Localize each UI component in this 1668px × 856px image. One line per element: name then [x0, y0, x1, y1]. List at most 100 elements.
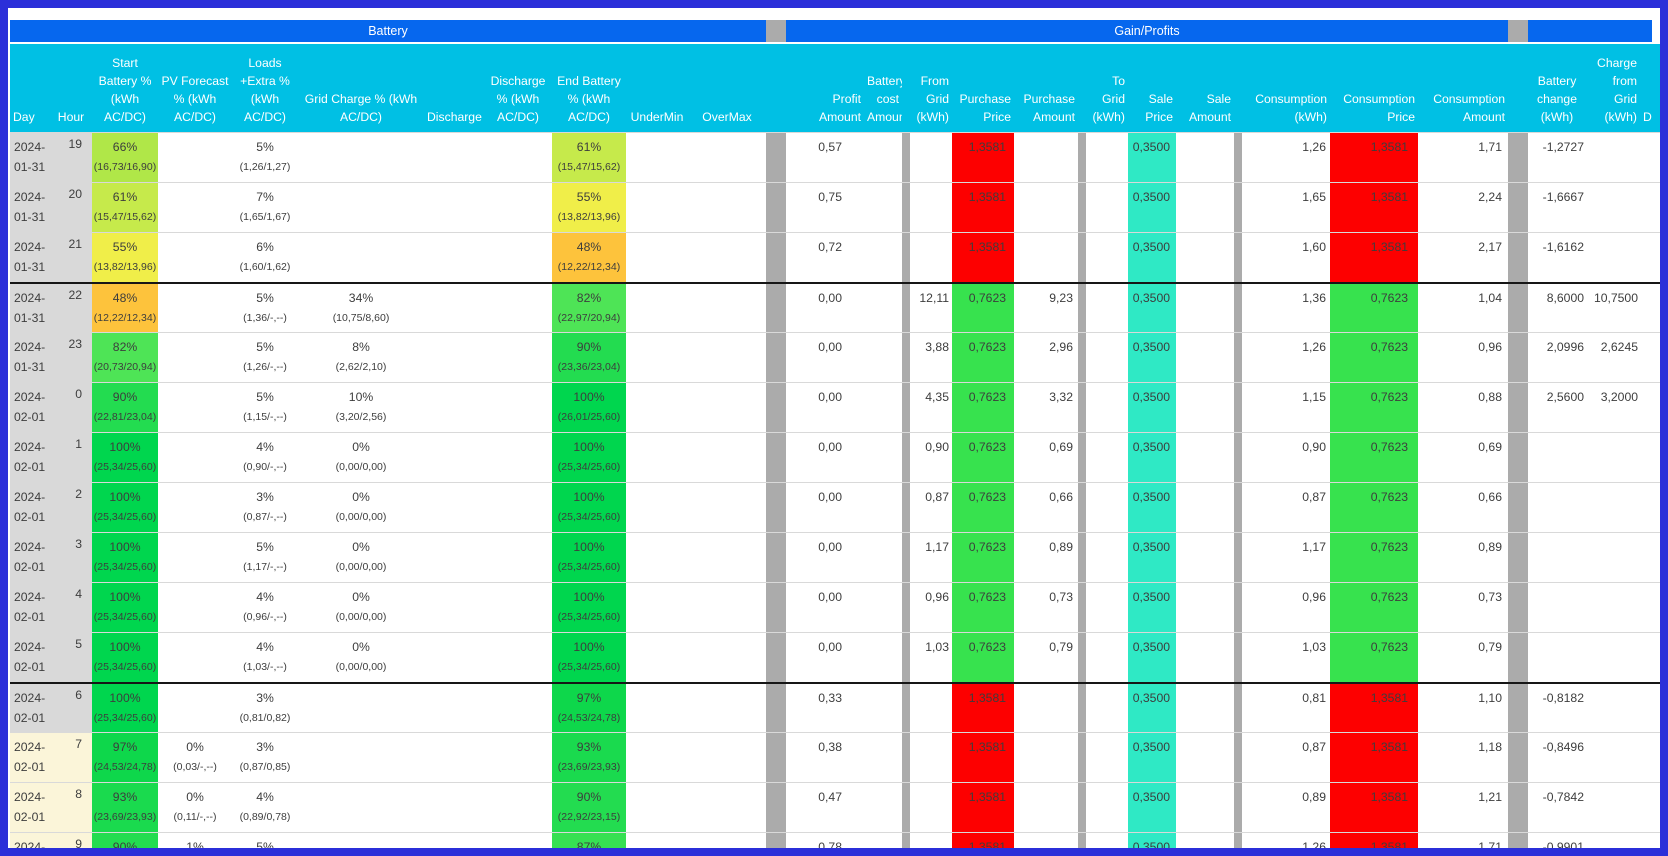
cell-profit: 0,00	[818, 640, 842, 654]
cell-sale-price: 0,3500	[1128, 183, 1176, 232]
percent-value: 100%	[573, 390, 605, 404]
table-row: 2024- 01-31 23 82% (20,73/20,94) 5% (1,26/-,--…	[10, 332, 1660, 382]
cell-loads: 5% (1,26/-,--)	[232, 333, 298, 382]
col-header-discharge-pct: Discharge % (kWh AC/DC)	[484, 44, 552, 132]
col-header-label: Day	[13, 110, 35, 124]
cell-overmax	[688, 433, 766, 482]
percent-value: 61%	[576, 140, 602, 154]
col-header-sepB	[1078, 44, 1086, 132]
kwh-detail: (0,00/0,00)	[335, 561, 387, 573]
kwh-detail: (2,62/2,10)	[335, 361, 387, 373]
cell-sepA	[902, 383, 910, 432]
cell-pv	[158, 433, 232, 482]
cell-pv: 0% (0,03/-,--)	[158, 733, 232, 782]
cell-overmax	[688, 133, 766, 182]
cell-charge-from-grid	[1586, 133, 1640, 182]
cell-undermin	[626, 284, 688, 332]
cell-consumption-amount: 1,04	[1478, 291, 1502, 305]
day-line: 02-01	[14, 810, 46, 824]
percent-value: 97%	[576, 691, 602, 705]
cell-discharge-pct	[484, 284, 552, 332]
cell-battery-change: -1,6667	[1542, 190, 1584, 204]
cell-charge-from-grid: 10,7500	[1593, 291, 1638, 305]
cell-discharge	[424, 833, 484, 848]
cell-to-grid	[1086, 633, 1128, 682]
cell-start: 90%	[92, 833, 158, 848]
percent-value: 48%	[112, 291, 138, 305]
cell-to-grid	[1086, 483, 1128, 532]
cell-hour: 0	[50, 383, 92, 432]
cell-sale-amount	[1176, 183, 1234, 232]
cell-to-grid	[1086, 433, 1128, 482]
cell-pv	[158, 183, 232, 232]
day-line: 2024-	[14, 590, 46, 604]
cell-consumption: 1,26	[1302, 840, 1326, 848]
cell-consumption-amount: 0,73	[1478, 590, 1502, 604]
percent-value: 100%	[573, 640, 605, 654]
cell-sepA	[902, 133, 910, 182]
cell-end: 82% (22,97/20,94)	[552, 284, 626, 332]
cell-sale-price: 0,3500	[1128, 433, 1176, 482]
cell-pv: 0% (0,11/-,--)	[158, 783, 232, 832]
cell-sep2	[1508, 433, 1528, 482]
cell-purchase-price: 0,7623	[952, 383, 1014, 432]
kwh-detail: (1,17/-,--)	[243, 561, 287, 573]
cell-sep1	[766, 133, 786, 182]
cell-grid-charge: 0% (0,00/0,00)	[298, 433, 424, 482]
col-header-label: Sale Amount	[1188, 92, 1231, 124]
cell-sepB	[1078, 383, 1086, 432]
cell-sepA	[902, 733, 910, 782]
cell-battery-change: -0,8182	[1542, 691, 1584, 705]
cell-to-grid	[1086, 733, 1128, 782]
percent-value: 8%	[352, 340, 370, 354]
col-header-to-grid: To Grid (kWh)	[1086, 44, 1128, 132]
cell-from-grid: 0,96	[925, 590, 949, 604]
cell-discharge-partial	[1640, 684, 1652, 732]
cell-to-grid	[1086, 133, 1128, 182]
kwh-detail: (1,26/-,--)	[243, 361, 287, 373]
cell-consumption-price: 0,7623	[1330, 633, 1418, 682]
kwh-detail: (25,34/25,60)	[93, 611, 157, 623]
cell-sep2	[1508, 183, 1528, 232]
cell-pv	[158, 333, 232, 382]
table-row: 2024- 02-01 6 100% (25,34/25,60) 3% (0,81/0,82…	[10, 682, 1660, 732]
cell-sep1	[766, 533, 786, 582]
cell-battery-cost	[864, 333, 902, 382]
cell-undermin	[626, 733, 688, 782]
cell-sale-price: 0,3500	[1128, 733, 1176, 782]
cell-consumption-price: 1,3581	[1330, 233, 1418, 282]
cell-grid-charge	[298, 684, 424, 732]
cell-purchase-amount: 3,32	[1049, 390, 1073, 404]
percent-value: 90%	[576, 340, 602, 354]
energy-report-table: Battery Gain/Profits Day Hour Start Battery…	[8, 8, 1660, 848]
cell-sepB	[1078, 533, 1086, 582]
section-header-gain-profits: Gain/Profits	[786, 20, 1508, 42]
col-header-purchase-price: Purchase Price	[952, 44, 1014, 132]
cell-purchase-price: 0,7623	[952, 333, 1014, 382]
cell-sepC	[1234, 284, 1242, 332]
cell-sepC	[1234, 833, 1242, 848]
cell-pv	[158, 284, 232, 332]
cell-undermin	[626, 133, 688, 182]
cell-pv: 1%	[158, 833, 232, 848]
cell-discharge	[424, 533, 484, 582]
cell-sale-amount	[1176, 533, 1234, 582]
cell-battery-cost	[864, 833, 902, 848]
day-line: 01-31	[14, 260, 46, 274]
section-header-row: Battery Gain/Profits	[10, 20, 1660, 42]
cell-sep2	[1508, 733, 1528, 782]
cell-grid-charge: 10% (3,20/2,56)	[298, 383, 424, 432]
cell-charge-from-grid	[1586, 733, 1640, 782]
kwh-detail: (0,11/-,--)	[173, 811, 217, 823]
cell-sep1	[766, 733, 786, 782]
cell-profit: 0,47	[818, 790, 842, 804]
cell-end: 87%	[552, 833, 626, 848]
cell-start: 97% (24,53/24,78)	[92, 733, 158, 782]
percent-value: 48%	[576, 240, 602, 254]
kwh-detail: (22,92/23,15)	[557, 811, 621, 823]
column-header-row: Day Hour Start Battery % (kWh AC/DC) PV For…	[10, 44, 1660, 132]
col-header-label: PV Forecast % (kWh AC/DC)	[161, 74, 229, 124]
cell-discharge	[424, 733, 484, 782]
cell-day: 2024- 02-01	[10, 433, 50, 482]
cell-profit: 0,78	[818, 840, 842, 848]
